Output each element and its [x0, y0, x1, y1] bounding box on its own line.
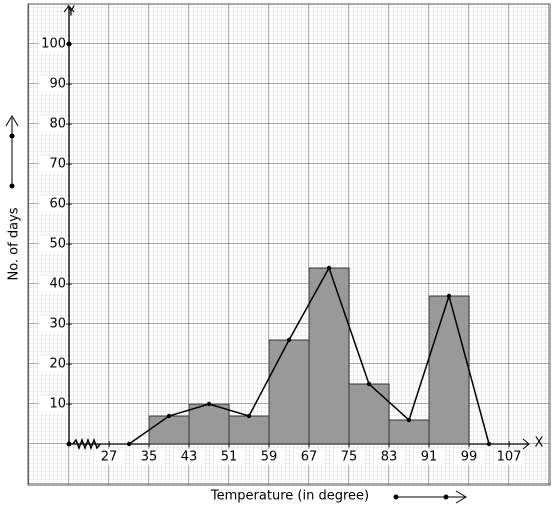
polygon-point: [126, 441, 132, 447]
bar: [348, 383, 390, 445]
polygon-point: [246, 413, 252, 419]
polygon-point: [166, 413, 172, 419]
x-tick-label: 35: [141, 450, 158, 465]
polygon-point: [366, 381, 372, 387]
x-axis-label: Temperature (in degree): [210, 489, 369, 504]
direction-arrows: [5, 41, 467, 504]
y-tick-label: 30: [49, 317, 66, 332]
x-tick-label-bg: [94, 449, 124, 465]
x-tick-label: 75: [341, 450, 358, 465]
x-tick-label-bg: [374, 449, 404, 465]
bar: [388, 419, 430, 445]
frequency-polygon: [128, 266, 490, 445]
polygon-point: [286, 337, 292, 343]
x-axis-name: X: [535, 436, 544, 451]
y-tick-label: 10: [49, 397, 66, 412]
polygon-point: [406, 417, 412, 423]
y-tick-label-bg: [39, 236, 66, 252]
y-tick-label-bg: [39, 316, 66, 332]
bar: [428, 295, 470, 445]
x-tick-label-bg: [254, 449, 284, 465]
x-tick-label: 91: [421, 450, 438, 465]
y-tick-label: 80: [49, 117, 66, 132]
x-tick-label: 107: [497, 450, 522, 465]
x-tick-label-bg: [334, 449, 364, 465]
bar: [308, 267, 350, 445]
bar: [148, 415, 190, 445]
polygon-point: [446, 293, 452, 299]
polygon-point: [486, 441, 492, 447]
y-tick-label: 40: [49, 277, 66, 292]
x-tick-label-bg: [214, 449, 244, 465]
bar: [188, 403, 230, 445]
y-tick-label-bg: [39, 396, 66, 412]
y-tick-label: 20: [49, 357, 66, 372]
polygon-point: [326, 265, 332, 271]
y-tick-label: 100: [41, 37, 66, 52]
x-tick-label: 43: [181, 450, 198, 465]
y-tick-label-bg: [39, 36, 66, 52]
x-tick-label: 51: [221, 450, 238, 465]
x-tick-label-bg: [494, 449, 524, 465]
x-tick-label: 67: [301, 450, 318, 465]
y-tick-label: 70: [49, 157, 66, 172]
plot-area: 10 20 30 40 50 60 70 80 90 100 27 35 43 51 59 67 75 83 91 9…: [39, 5, 530, 465]
x-tick-label-bg: [294, 449, 324, 465]
bar: [268, 339, 310, 445]
x-axis-arrow: [522, 438, 530, 450]
y-tick-label: 60: [49, 197, 66, 212]
y-tick-label-bg: [39, 196, 66, 212]
y-axis-name: Y: [66, 5, 75, 20]
y-tick-label-bg: [39, 356, 66, 372]
y-tick-label: 90: [49, 77, 66, 92]
y-tick-label-bg: [39, 116, 66, 132]
x-tick-label: 59: [261, 450, 278, 465]
y-tick-label-bg: [39, 76, 66, 92]
x-tick-label: 99: [461, 450, 478, 465]
x-tick-label: 83: [381, 450, 398, 465]
x-tick-label-bg: [174, 449, 204, 465]
y-axis-label: No. of days: [7, 207, 22, 280]
bar: [228, 415, 270, 445]
x-tick-label-bg: [414, 449, 444, 465]
y-tick-label: 50: [49, 237, 66, 252]
x-tick-label-bg: [134, 449, 164, 465]
x-tick-label: 27: [101, 450, 118, 465]
x-tick-label-bg: [454, 449, 484, 465]
y-tick-label-bg: [39, 156, 66, 172]
polygon-point: [206, 401, 212, 407]
y-axis-arrow: [63, 5, 75, 13]
y-tick-label-bg: [39, 276, 66, 292]
